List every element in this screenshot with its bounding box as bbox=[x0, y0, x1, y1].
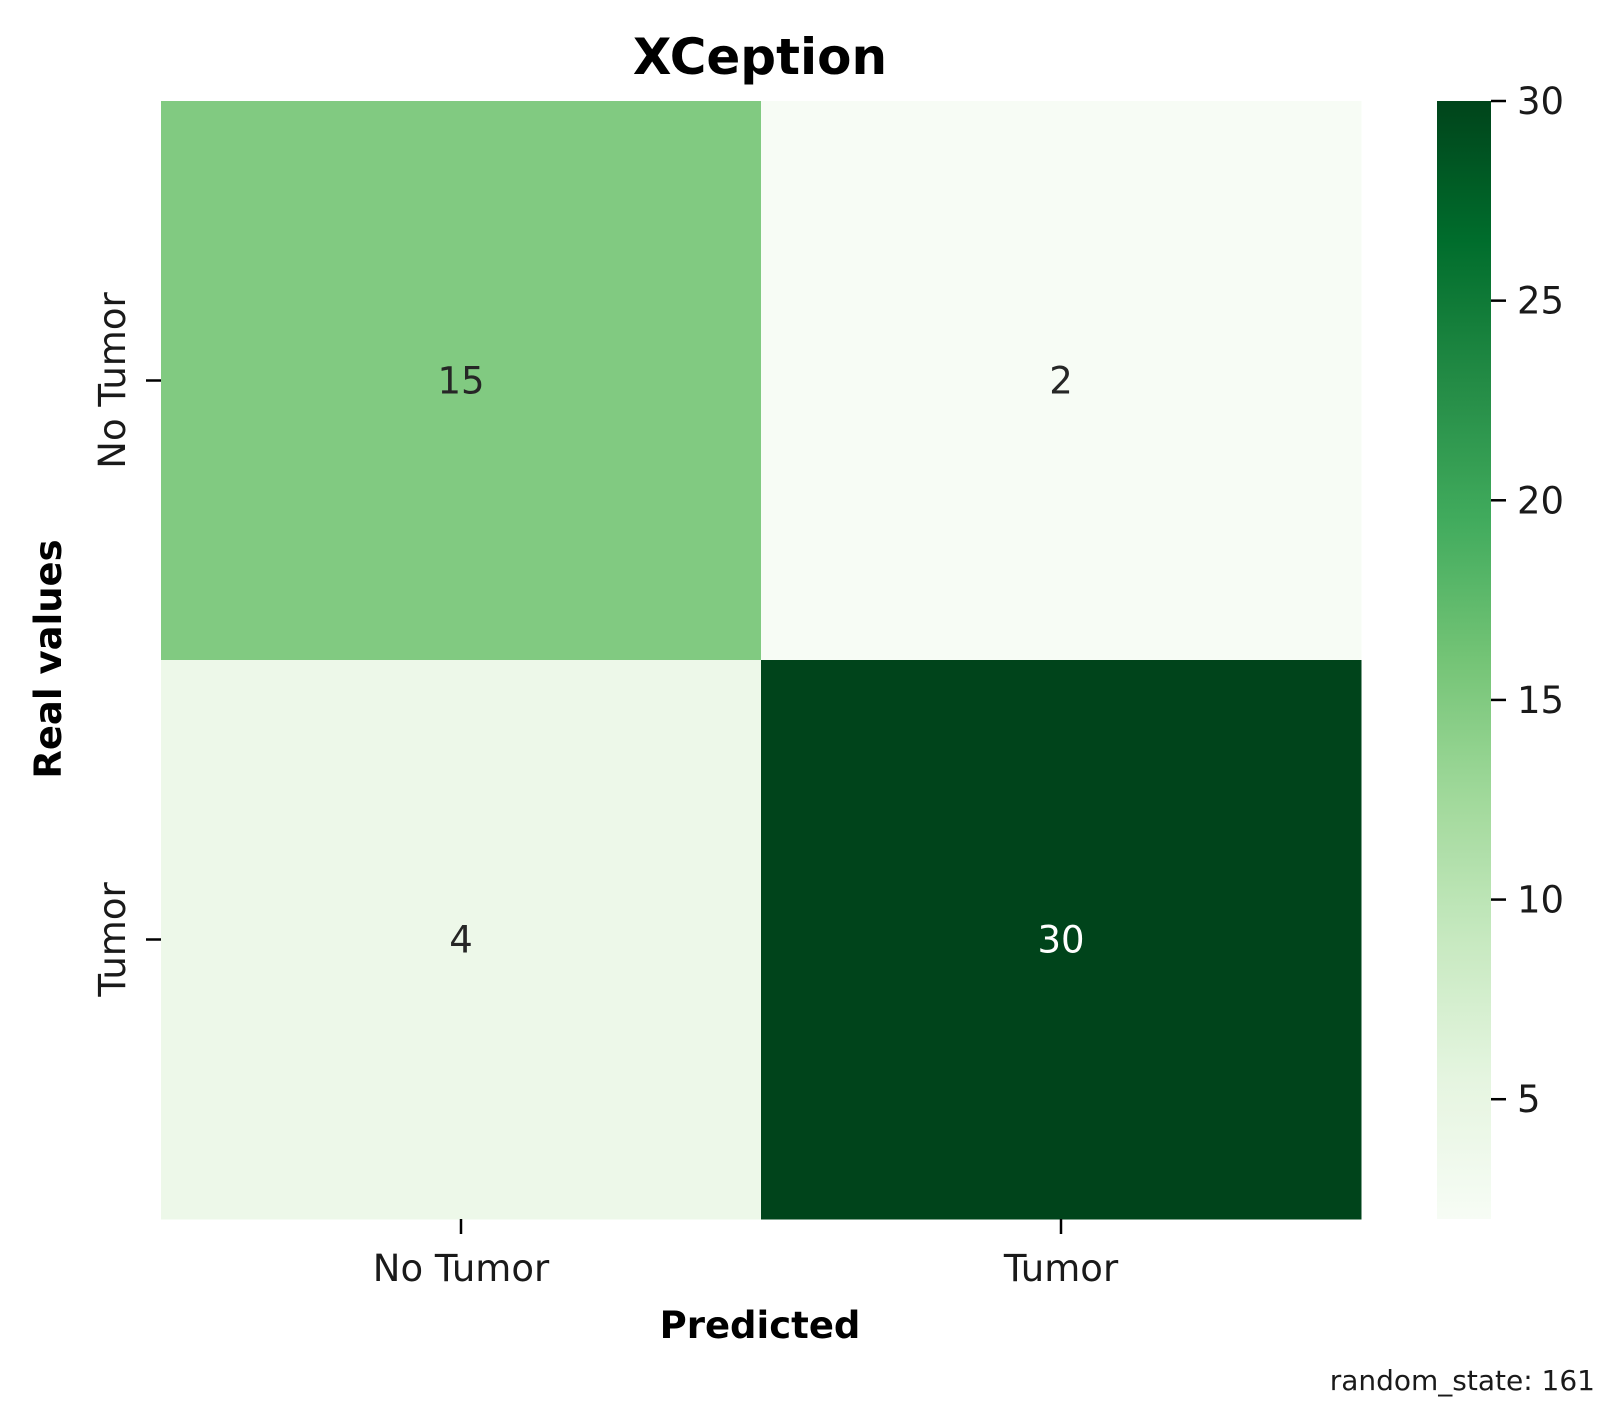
y-tick-label: No Tumor bbox=[91, 292, 134, 469]
heatmap-cell bbox=[161, 101, 762, 661]
x-axis-ticks: No Tumor Tumor bbox=[373, 1219, 1119, 1290]
colorbar-tick-label: 15 bbox=[1517, 679, 1564, 722]
colorbar-tick-label: 20 bbox=[1517, 479, 1564, 522]
colorbar-tick-label: 30 bbox=[1517, 80, 1564, 123]
colorbar-tick-label: 10 bbox=[1517, 879, 1564, 922]
colorbar-tick-label: 5 bbox=[1517, 1078, 1541, 1121]
cell-value-label: 30 bbox=[1037, 919, 1084, 962]
cell-value-label: 15 bbox=[437, 360, 484, 403]
random-state-note: random_state: 161 bbox=[1330, 1364, 1595, 1397]
x-axis-label: Predicted bbox=[660, 1304, 861, 1347]
cell-value-labels: 15 2 4 30 bbox=[437, 360, 1084, 962]
x-tick-label: Tumor bbox=[1003, 1247, 1119, 1290]
x-tick-label: No Tumor bbox=[373, 1247, 550, 1290]
y-tick-label: Tumor bbox=[91, 882, 134, 998]
colorbar-gradient bbox=[1437, 101, 1491, 1219]
y-axis-label: Real values bbox=[27, 539, 70, 778]
heatmap-cells bbox=[161, 101, 1362, 1220]
colorbar: 5 10 15 20 25 30 bbox=[1437, 80, 1564, 1219]
chart-title: XCeption bbox=[633, 28, 887, 86]
cell-value-label: 2 bbox=[1049, 360, 1073, 403]
heatmap-cell bbox=[161, 660, 762, 1220]
y-axis-ticks: No Tumor Tumor bbox=[91, 292, 161, 998]
colorbar-tick-label: 25 bbox=[1517, 280, 1564, 323]
heatmap-cell bbox=[761, 660, 1362, 1220]
heatmap-cell bbox=[761, 101, 1362, 661]
cell-value-label: 4 bbox=[449, 919, 473, 962]
